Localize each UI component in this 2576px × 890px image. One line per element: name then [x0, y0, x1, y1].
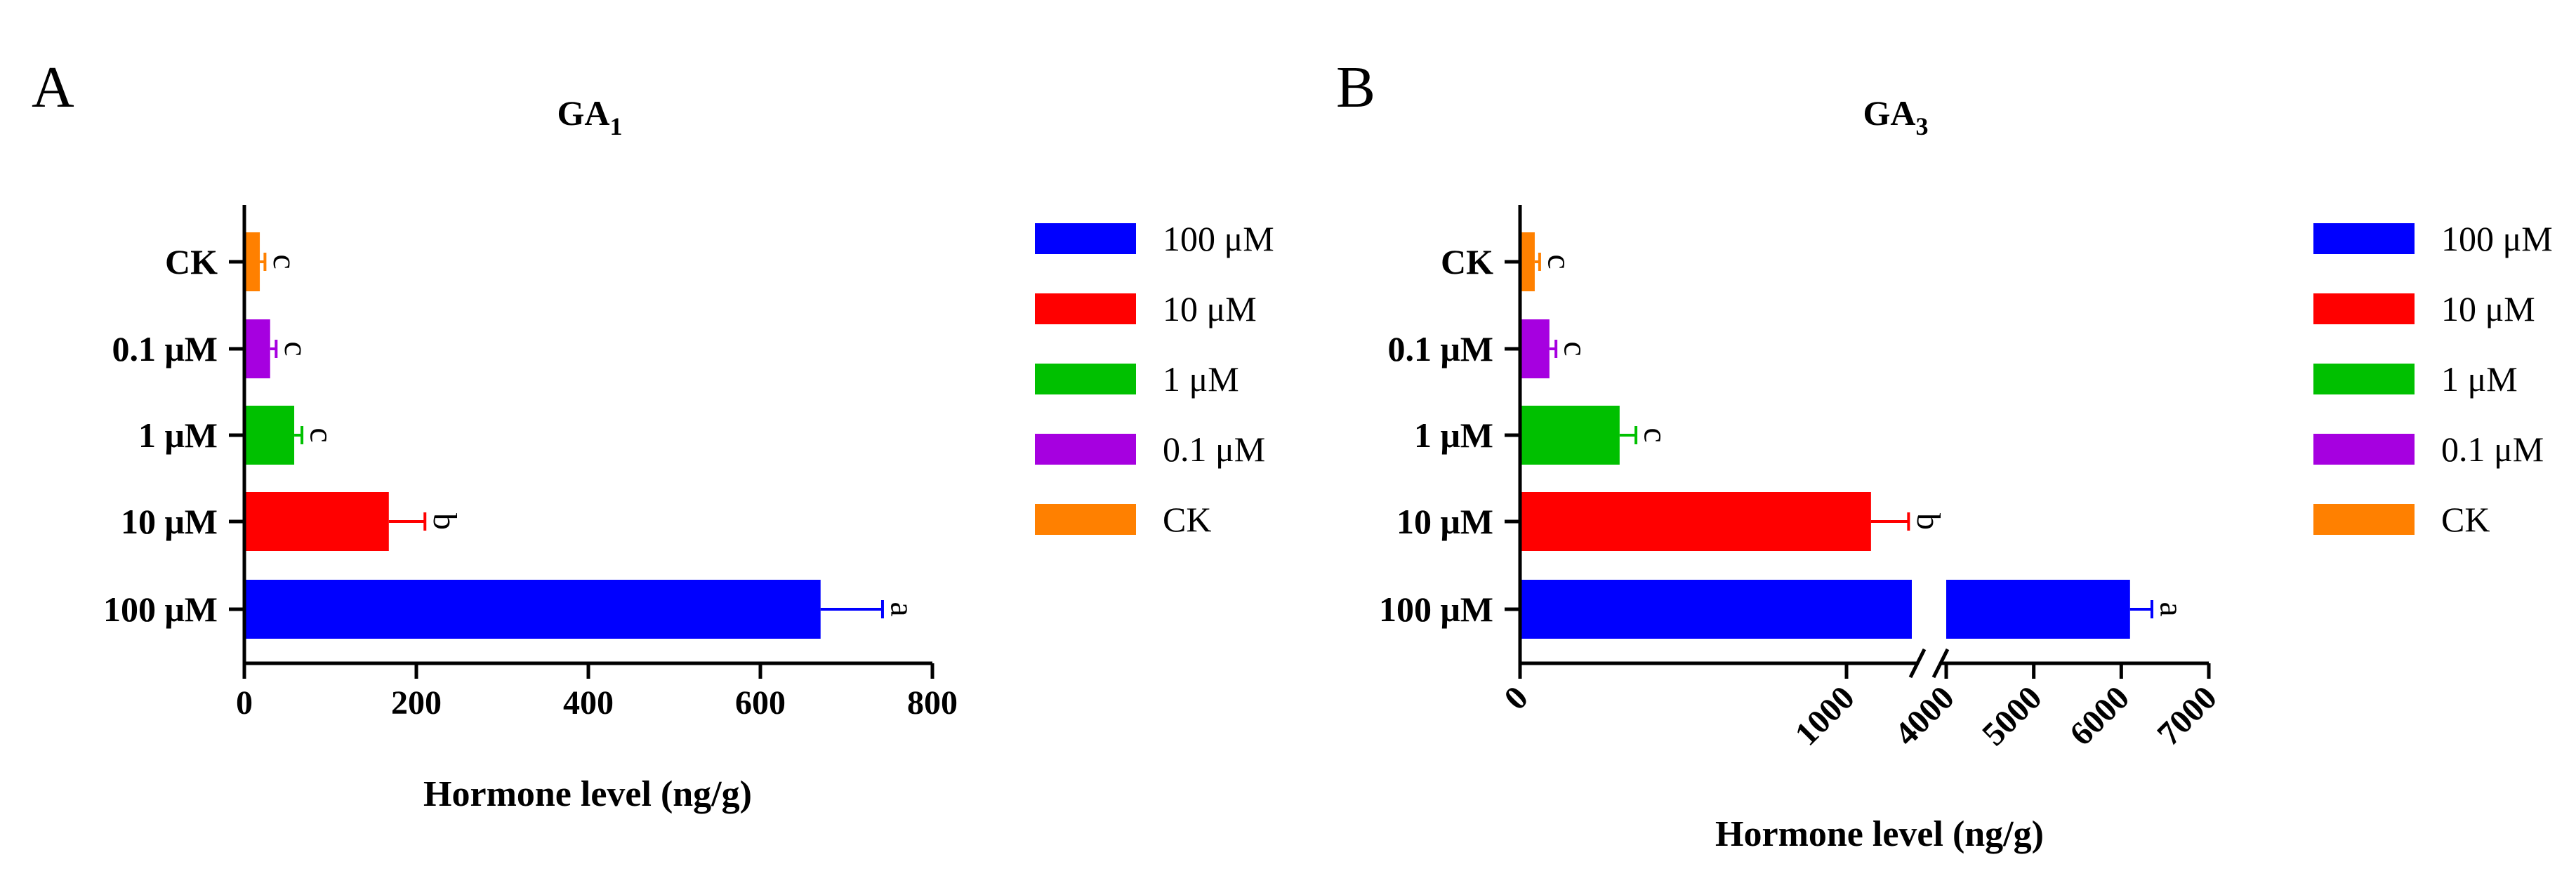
chart-b-x-tick-label: 7000 [2150, 679, 2224, 752]
chart-a-significance-label: b [426, 513, 463, 530]
chart-b-category-label: 0.1 μM [1387, 329, 1493, 368]
chart-a-x-tick-label: 400 [563, 684, 614, 722]
legend-b-swatch [2313, 504, 2415, 535]
chart-a-title-sub: 1 [610, 112, 623, 140]
chart-b: CK c 0.1 μM c 1 μM c 10 μM b 100 μM a 0 1000 4000 500… [1379, 205, 2224, 753]
chart-b-axis-break-mark [1908, 648, 1927, 679]
legend-b-swatch [2313, 364, 2415, 394]
chart-b-significance-label: b [1910, 513, 1947, 530]
chart-b-x-tick-label: 0 [1497, 679, 1535, 717]
chart-a-category-label: 10 μM [121, 502, 218, 541]
chart-b-axis-break-mark [1931, 648, 1950, 679]
chart-b-category-label: 100 μM [1379, 590, 1493, 629]
legend-a-label: 1 μM [1163, 359, 1239, 399]
chart-b-category-label: 10 μM [1396, 502, 1493, 541]
chart-b-significance-label: c [1540, 254, 1578, 269]
chart-b-category-label: CK [1441, 242, 1493, 281]
legend-a-label: CK [1163, 500, 1211, 539]
chart-a-significance-label: c [266, 254, 303, 269]
chart-a-significance-label: c [303, 427, 341, 442]
legend-b-label: 0.1 μM [2441, 430, 2544, 469]
legend-b-swatch [2313, 293, 2415, 324]
chart-a-significance-label: a [883, 602, 920, 616]
chart-b-bar [1520, 232, 1535, 291]
chart-b-x-tick-label: 6000 [2063, 679, 2136, 752]
chart-b-xlabel: Hormone level (ng/g) [1715, 814, 2044, 854]
chart-a-bar [244, 406, 295, 465]
chart-b-bar [1520, 492, 1871, 551]
chart-b-bar [1520, 406, 1620, 465]
legend-a-swatch [1035, 434, 1136, 465]
legend-a-swatch [1035, 223, 1136, 254]
chart-a-category-label: 100 μM [103, 590, 218, 629]
chart-b-significance-label: c [1557, 341, 1594, 356]
chart-b-significance-label: a [2153, 602, 2190, 616]
chart-a-x-tick-label: 600 [735, 684, 786, 722]
legend-a-label: 100 μM [1163, 219, 1274, 258]
chart-b-title-sub: 3 [1916, 112, 1929, 140]
chart-a-bar [244, 492, 389, 551]
panel-letter-b: B [1336, 55, 1375, 120]
legend-b-label: CK [2441, 500, 2490, 539]
chart-b-bar-continued [1946, 580, 2130, 639]
chart-b-bar [1520, 319, 1550, 378]
legend-a-label: 10 μM [1163, 289, 1257, 328]
legend-a-swatch [1035, 504, 1136, 535]
chart-a-significance-label: c [277, 341, 315, 356]
chart-a-category-label: 1 μM [138, 416, 218, 455]
chart-a-bar [244, 232, 260, 291]
chart-b-bar [1520, 580, 1912, 639]
legend-b-swatch [2313, 434, 2415, 465]
legend-a-swatch [1035, 293, 1136, 324]
legend-b-label: 1 μM [2441, 359, 2518, 399]
legend-b: 100 μM 10 μM 1 μM 0.1 μM CK [2313, 219, 2553, 539]
chart-b-x-tick-label: 5000 [1975, 679, 2049, 752]
chart-b-category-label: 1 μM [1414, 416, 1493, 455]
chart-a-title-main: GA [557, 93, 610, 133]
chart-a-xlabel: Hormone level (ng/g) [423, 774, 752, 814]
chart-b-title-main: GA [1863, 93, 1916, 133]
chart-a-bar [244, 580, 821, 639]
chart-a-bar [244, 319, 270, 378]
legend-b-label: 100 μM [2441, 219, 2553, 258]
legend-a-swatch [1035, 364, 1136, 394]
chart-b-significance-label: c [1637, 427, 1675, 442]
chart-a-x-tick-label: 200 [391, 684, 442, 722]
chart-b-x-tick-label: 4000 [1887, 679, 1961, 752]
chart-b-x-tick-label: 1000 [1788, 679, 1861, 752]
legend-b-swatch [2313, 223, 2415, 254]
chart-b-title: GA3 [1863, 93, 1929, 140]
legend-a: 100 μM 10 μM 1 μM 0.1 μM CK [1035, 219, 1274, 539]
panel-letter-a: A [32, 55, 74, 120]
chart-a: CK c 0.1 μM c 1 μM c 10 μM b 100 μM a 0 200 400 600 80… [103, 205, 958, 722]
chart-a-category-label: 0.1 μM [112, 329, 218, 368]
legend-a-label: 0.1 μM [1163, 430, 1265, 469]
chart-a-x-tick-label: 0 [236, 684, 253, 722]
legend-b-label: 10 μM [2441, 289, 2535, 328]
chart-a-title: GA1 [557, 93, 623, 140]
chart-a-x-tick-label: 800 [907, 684, 958, 722]
chart-a-category-label: CK [165, 242, 218, 281]
